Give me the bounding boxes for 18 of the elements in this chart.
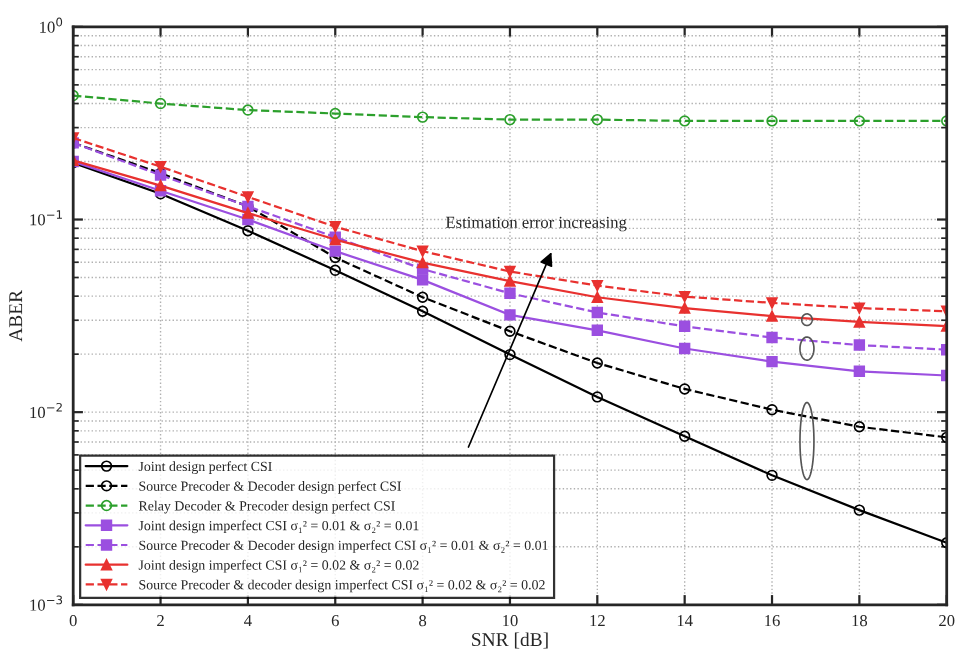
annotation: Estimation error increasing: [445, 216, 627, 232]
y-tick-label: 10$^{−2}$: [30, 402, 62, 419]
x-tick-label: 12: [590, 615, 605, 627]
x-tick-label: 18: [852, 615, 868, 627]
y-tick-label: 10$^{−3}$: [30, 595, 63, 611]
x-tick-label: 14: [677, 615, 693, 627]
x-tick-label: 0: [69, 615, 77, 627]
x-axis-title: SNR [dB]: [472, 632, 548, 649]
x-tick-label: 6: [331, 615, 339, 627]
y-axis-title: ABER: [9, 289, 23, 342]
y-tick-label: 10$^{−1}$: [30, 210, 62, 226]
x-tick-label: 16: [765, 615, 780, 627]
x-tick-label: 4: [244, 615, 252, 627]
y-tick-label: 10$^{0}$: [40, 17, 63, 33]
x-tick-label: 20: [939, 615, 955, 627]
x-tick-label: 10: [503, 615, 518, 627]
x-tick-label: 2: [157, 615, 164, 627]
x-tick-label: 8: [419, 615, 427, 627]
